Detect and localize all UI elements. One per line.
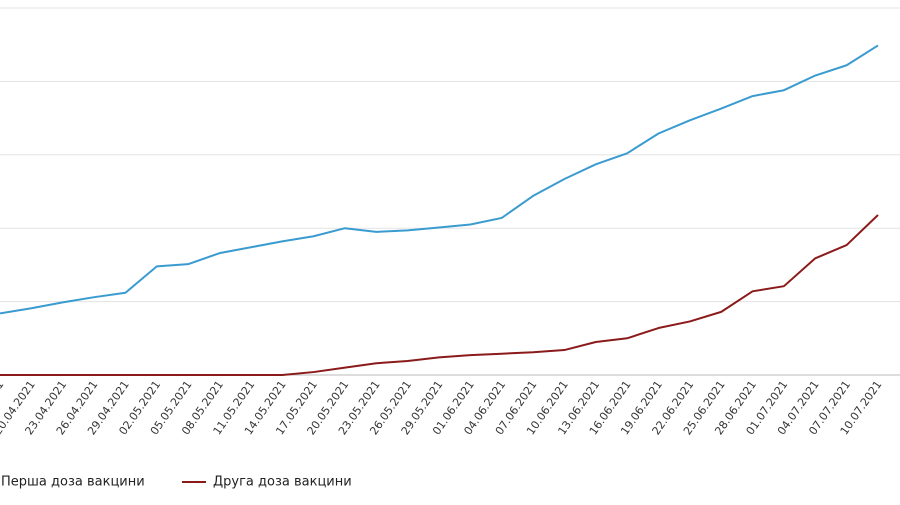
legend-label: Перша доза вакцини [1, 475, 145, 490]
data-line [0, 44, 879, 315]
legend-label: Друга доза вакцини [213, 475, 352, 490]
data-line [0, 214, 879, 376]
